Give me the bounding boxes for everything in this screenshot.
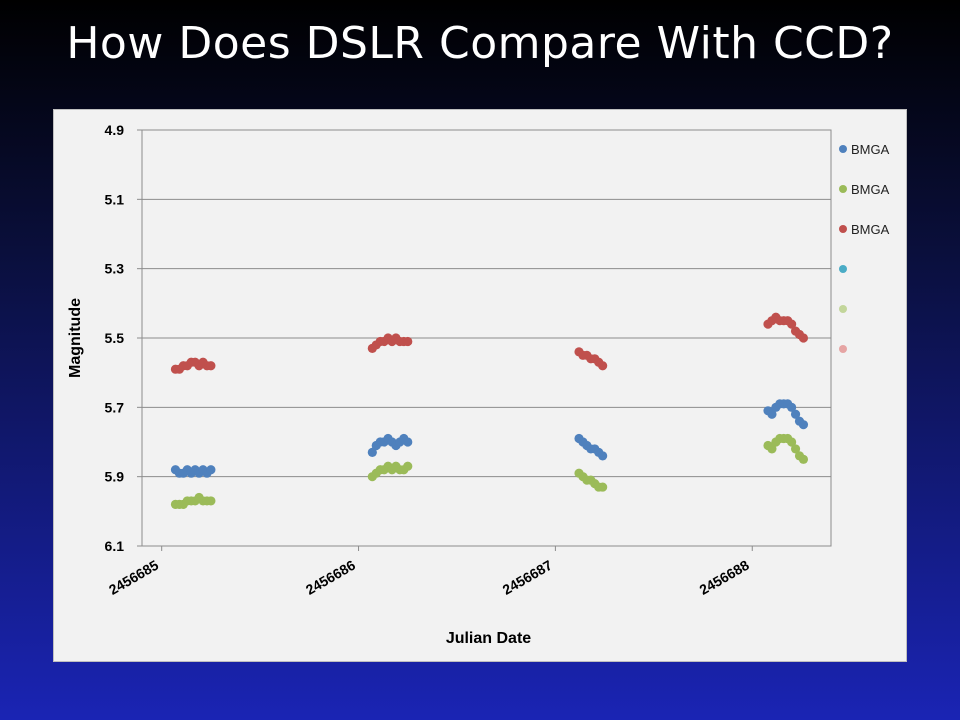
- y-tick-label: 5.9: [105, 469, 125, 485]
- y-tick-label: 4.9: [105, 122, 125, 138]
- data-point-series-2: [767, 444, 777, 454]
- legend-marker-3: [839, 225, 847, 233]
- data-point-series-1: [787, 402, 797, 412]
- data-point-series-3: [798, 333, 809, 343]
- y-axis-title: Magnitude: [67, 298, 84, 378]
- data-point-series-2: [403, 461, 413, 471]
- data-point-series-2: [598, 482, 608, 492]
- data-point-series-1: [798, 420, 809, 430]
- y-tick-label: 5.1: [105, 191, 125, 207]
- x-tick-label: 2456688: [697, 557, 752, 598]
- y-tick-label: 5.5: [105, 330, 125, 346]
- legend-label-2: BMGA: [851, 182, 890, 197]
- data-point-series-3: [206, 361, 216, 371]
- slide-title: How Does DSLR Compare With CCD?: [66, 18, 894, 69]
- data-point-series-2: [790, 444, 801, 454]
- data-point-series-1: [367, 447, 377, 457]
- scatter-chart: 4.9 5.1 5.3 5.5 5.7 5.9 6.1 2456685 2456686 24566…: [67, 122, 890, 647]
- data-point-series-2: [787, 437, 797, 447]
- legend-marker-4: [839, 265, 847, 273]
- data-point-series-1: [403, 437, 413, 447]
- y-tick-label: 5.7: [105, 399, 125, 415]
- data-point-series-3: [787, 319, 797, 329]
- x-tick-label: 2456687: [500, 557, 555, 598]
- x-tick-label: 2456686: [303, 557, 358, 598]
- x-tick-label: 2456685: [106, 557, 161, 598]
- legend-label-3: BMGA: [851, 222, 890, 237]
- x-axis-title: Julian Date: [446, 630, 531, 647]
- data-point-series-1: [767, 409, 777, 419]
- data-point-series-1: [598, 451, 608, 461]
- data-point-series-3: [403, 336, 413, 347]
- legend-marker-1: [839, 145, 847, 153]
- data-point-series-3: [598, 361, 608, 371]
- data-point-series-1: [790, 409, 801, 419]
- data-point-series-1: [206, 465, 216, 475]
- y-tick-label: 6.1: [105, 538, 125, 554]
- legend-marker-2: [839, 185, 847, 193]
- data-point-series-2: [206, 496, 216, 506]
- data-point-series-2: [798, 454, 809, 464]
- legend-marker-5: [839, 305, 847, 313]
- legend-label-1: BMGA: [851, 142, 890, 157]
- chart-panel: 4.9 5.1 5.3 5.5 5.7 5.9 6.1 2456685 2456686 24566…: [53, 109, 907, 662]
- legend-marker-6: [839, 345, 847, 353]
- y-tick-label: 5.3: [105, 261, 125, 277]
